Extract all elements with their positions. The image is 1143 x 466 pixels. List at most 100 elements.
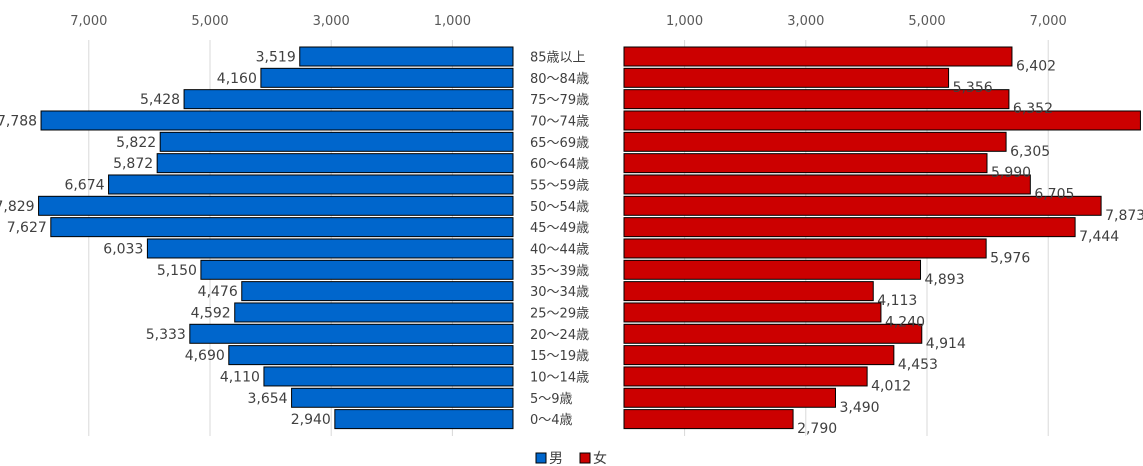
data-label-female: 3,490 xyxy=(839,400,879,416)
data-label-male: 3,654 xyxy=(247,391,287,407)
bar-female xyxy=(623,409,794,430)
data-label-male: 5,822 xyxy=(116,135,156,151)
bar-female xyxy=(623,217,1076,238)
data-label-female: 6,352 xyxy=(1013,101,1053,117)
bar-female xyxy=(623,89,1010,110)
data-label-male: 4,476 xyxy=(198,284,238,300)
x-axis-ticks: 9,0007,0005,0003,0001,0001,0003,0005,000… xyxy=(70,14,1067,29)
legend-swatch-female xyxy=(579,452,591,464)
category-label: 60〜64歳 xyxy=(530,157,589,172)
data-label-female: 4,453 xyxy=(898,357,938,373)
x-tick-label-right: 3,000 xyxy=(787,14,824,29)
bar-female xyxy=(623,366,868,387)
data-label-male: 4,690 xyxy=(185,348,225,364)
category-label: 75〜79歳 xyxy=(530,93,589,108)
bar-female xyxy=(623,153,988,174)
data-label-male: 5,428 xyxy=(140,92,180,108)
bar-female xyxy=(623,110,1141,131)
data-label-male: 7,829 xyxy=(0,199,35,215)
category-label: 0〜4歳 xyxy=(530,413,573,428)
bar-male xyxy=(40,110,514,131)
bar-female xyxy=(623,46,1013,67)
category-label: 20〜24歳 xyxy=(530,328,589,343)
bar-male xyxy=(334,409,514,430)
bar-male xyxy=(234,302,514,323)
data-label-female: 5,990 xyxy=(991,165,1031,181)
x-tick-label-right: 5,000 xyxy=(908,14,945,29)
data-label-female: 4,240 xyxy=(885,314,925,330)
bar-female xyxy=(623,345,895,366)
bar-female xyxy=(623,195,1102,216)
category-label: 45〜49歳 xyxy=(530,221,589,236)
data-label-male: 7,627 xyxy=(7,220,47,236)
bar-male xyxy=(200,259,514,280)
category-label: 5〜9歳 xyxy=(530,392,573,407)
category-label: 25〜29歳 xyxy=(530,306,589,321)
bar-female xyxy=(623,323,923,344)
legend-label-male: 男 xyxy=(549,451,563,466)
bars xyxy=(38,46,1141,430)
data-label-female: 5,356 xyxy=(953,80,993,96)
bar-male xyxy=(38,195,514,216)
data-label-female: 4,012 xyxy=(871,378,911,394)
legend: 男女 xyxy=(535,450,607,466)
data-label-male: 6,033 xyxy=(103,241,143,257)
data-label-male: 3,519 xyxy=(256,50,296,66)
data-label-female: 4,893 xyxy=(925,272,965,288)
category-label: 10〜14歳 xyxy=(530,370,589,385)
category-label: 80〜84歳 xyxy=(530,72,589,87)
bar-female xyxy=(623,131,1007,152)
data-label-female: 7,444 xyxy=(1079,229,1119,245)
data-label-male: 7,788 xyxy=(0,113,37,129)
bar-male xyxy=(241,281,514,302)
bar-female xyxy=(623,174,1031,195)
data-labels: 3,5196,4024,1605,3565,4286,3527,7888,522… xyxy=(0,50,1143,438)
data-label-female: 6,402 xyxy=(1016,59,1056,75)
x-tick-label-right: 1,000 xyxy=(666,14,703,29)
bar-female xyxy=(623,387,836,408)
bar-male xyxy=(108,174,514,195)
bar-male xyxy=(189,323,514,344)
bar-male xyxy=(50,217,514,238)
bar-female xyxy=(623,259,922,280)
data-label-female: 2,790 xyxy=(797,421,837,437)
bar-female xyxy=(623,302,882,323)
category-label: 40〜44歳 xyxy=(530,242,589,257)
bar-male xyxy=(228,345,514,366)
category-label: 55〜59歳 xyxy=(530,178,589,193)
data-label-male: 4,160 xyxy=(217,71,257,87)
x-tick-label-left: 3,000 xyxy=(313,14,350,29)
category-label: 35〜39歳 xyxy=(530,264,589,279)
data-label-female: 5,976 xyxy=(990,250,1030,266)
data-label-female: 7,873 xyxy=(1105,208,1143,224)
category-label: 85歳以上 xyxy=(530,51,586,66)
data-label-male: 5,872 xyxy=(113,156,153,172)
data-label-female: 4,914 xyxy=(926,336,966,352)
legend-swatch-male xyxy=(535,452,547,464)
data-label-male: 2,940 xyxy=(291,412,331,428)
category-label: 50〜54歳 xyxy=(530,200,589,215)
bar-male xyxy=(159,131,514,152)
bar-female xyxy=(623,281,874,302)
bar-male xyxy=(299,46,514,67)
bar-male xyxy=(260,67,514,88)
bar-male xyxy=(291,387,514,408)
data-label-female: 6,705 xyxy=(1034,186,1074,202)
data-label-male: 4,110 xyxy=(220,369,260,385)
bar-male xyxy=(263,366,514,387)
x-tick-label-left: 1,000 xyxy=(434,14,471,29)
x-tick-label-left: 5,000 xyxy=(191,14,228,29)
bar-male xyxy=(146,238,514,259)
x-tick-label-right: 7,000 xyxy=(1030,14,1067,29)
data-label-male: 5,150 xyxy=(157,263,197,279)
x-tick-label-left: 7,000 xyxy=(70,14,107,29)
category-label: 70〜74歳 xyxy=(530,114,589,129)
category-label: 15〜19歳 xyxy=(530,349,589,364)
category-label: 65〜69歳 xyxy=(530,136,589,151)
bar-male xyxy=(183,89,514,110)
bar-female xyxy=(623,67,950,88)
bar-male xyxy=(156,153,514,174)
data-label-male: 6,674 xyxy=(64,177,104,193)
data-label-male: 4,592 xyxy=(191,305,231,321)
